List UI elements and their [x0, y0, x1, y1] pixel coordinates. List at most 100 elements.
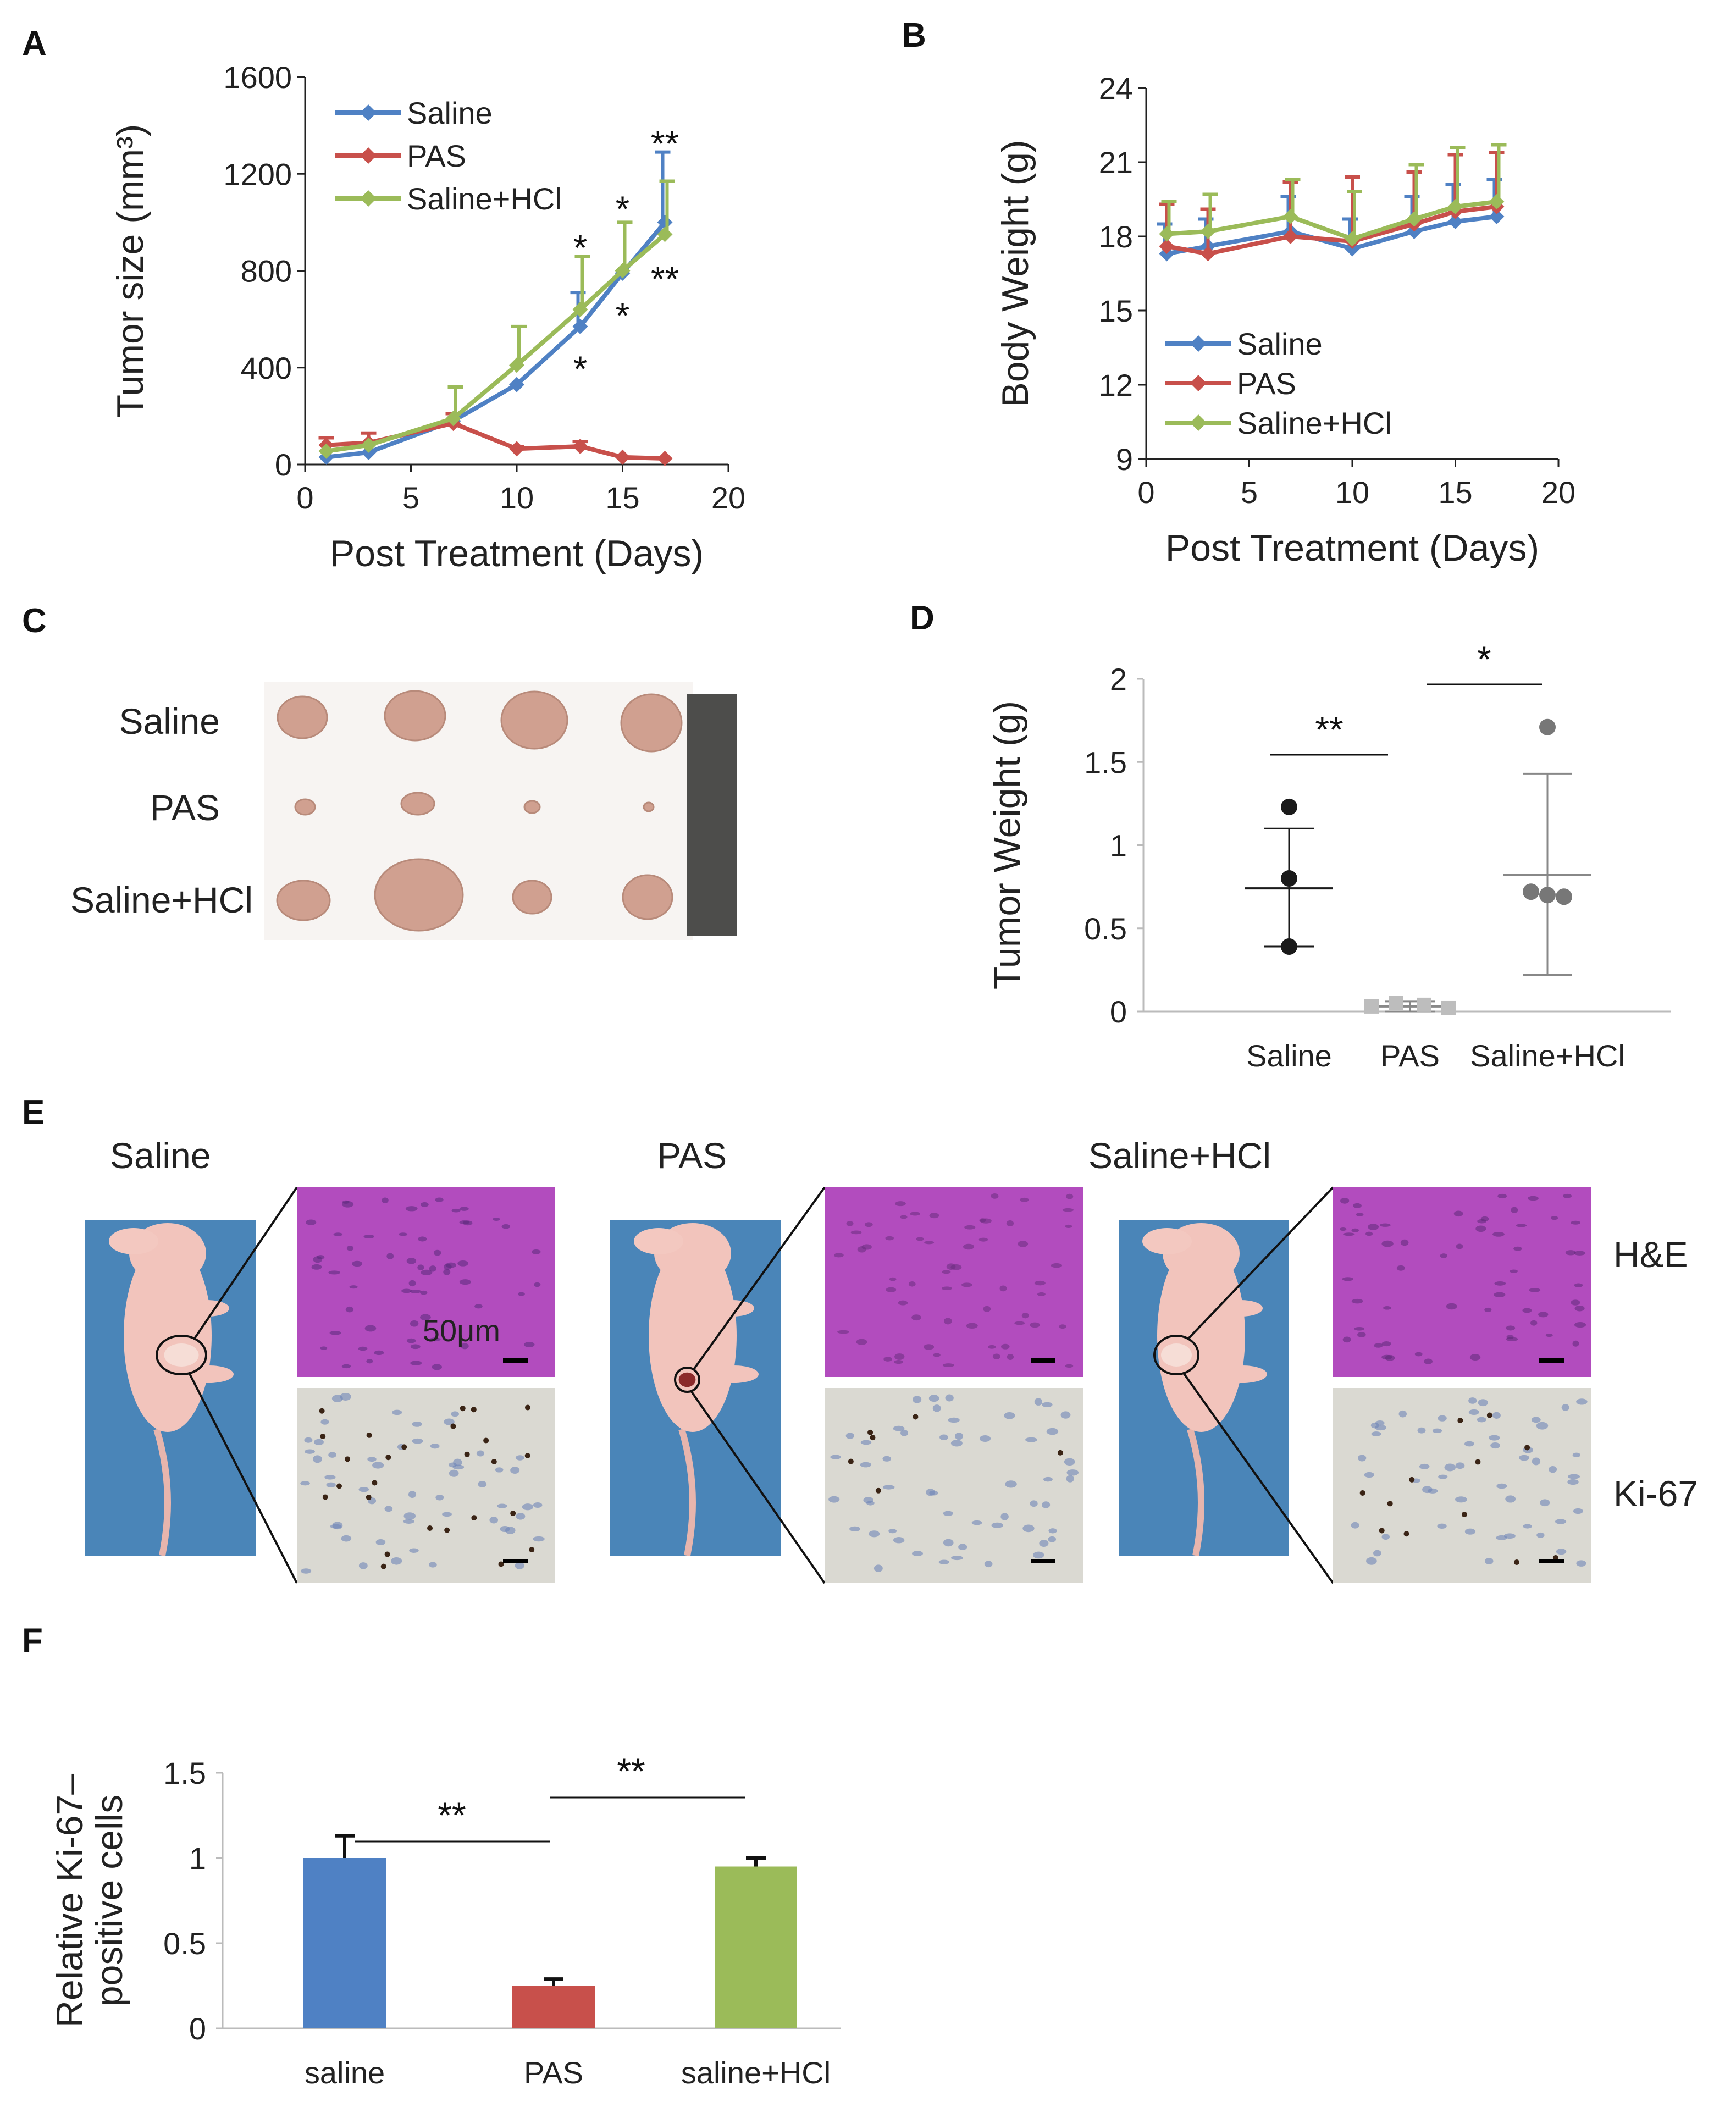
- row-label-he: H&E: [1613, 1234, 1688, 1275]
- ki67-nucleus: [300, 1481, 310, 1486]
- ki67-nucleus: [452, 1464, 465, 1470]
- he-nucleus: [1014, 1321, 1025, 1325]
- ki67-nucleus: [449, 1469, 459, 1477]
- ki67-nucleus: [384, 1506, 393, 1512]
- ki67-positive-cell: [875, 1487, 881, 1494]
- y-tick-label: 0: [1110, 994, 1127, 1029]
- ki67-nucleus: [951, 1556, 963, 1561]
- ki67-nucleus: [849, 1526, 861, 1532]
- he-nucleus: [1494, 1292, 1506, 1297]
- ki67-nucleus: [301, 1568, 312, 1574]
- ki67-nucleus: [331, 1395, 343, 1402]
- he-nucleus: [1477, 1219, 1487, 1224]
- ki67-nucleus: [979, 1435, 991, 1442]
- legend-marker: [1190, 335, 1207, 352]
- he-nucleus: [1453, 1210, 1463, 1217]
- ki67-positive-cell: [319, 1408, 325, 1414]
- ki67-nucleus: [375, 1539, 386, 1546]
- he-nucleus: [895, 1201, 906, 1207]
- x-tick-label: 20: [1541, 475, 1575, 510]
- ki67-nucleus: [1531, 1417, 1541, 1423]
- zoom-line: [689, 1390, 826, 1584]
- he-nucleus: [846, 1221, 854, 1226]
- ki67-positive-cell: [471, 1407, 477, 1413]
- series-saline-hcl: [1159, 143, 1507, 247]
- he-nucleus: [333, 1232, 343, 1236]
- significance-marker: *: [1477, 639, 1491, 679]
- ki67-nucleus: [1042, 1402, 1053, 1407]
- ki67-nucleus: [1568, 1474, 1580, 1479]
- ki67-nucleus: [1060, 1411, 1071, 1419]
- panel-e-label-saline-hcl: Saline+HCl: [1088, 1135, 1271, 1176]
- y-axis-title: Tumor size (mm³): [109, 124, 151, 418]
- he-nucleus: [916, 1237, 924, 1241]
- ki67-positive-cell: [1514, 1559, 1520, 1566]
- he-nucleus: [988, 1345, 996, 1349]
- he-nucleus: [1562, 1193, 1572, 1198]
- ki67-nucleus: [515, 1455, 524, 1461]
- tumor-site: [164, 1343, 199, 1367]
- ki67-nucleus: [1005, 1480, 1017, 1488]
- ki67-nucleus: [1358, 1455, 1367, 1462]
- group-saline-hcl: [1503, 718, 1591, 976]
- y-axis-title: Tumor Weight (g): [986, 701, 1028, 989]
- he-nucleus: [1574, 1305, 1585, 1312]
- ki67-nucleus: [943, 1511, 953, 1516]
- tumor-site: [1161, 1343, 1192, 1367]
- y-tick-label: 15: [1099, 294, 1133, 328]
- ki67-nucleus: [412, 1421, 422, 1427]
- he-nucleus: [420, 1290, 428, 1295]
- ki67-positive-cell: [380, 1563, 386, 1569]
- ki67-positive-cell: [450, 1423, 456, 1429]
- histology-group-3: [1119, 1186, 1591, 1584]
- he-nucleus: [1551, 1216, 1558, 1220]
- y-tick-label: 0.5: [1084, 911, 1127, 946]
- ki67-nucleus: [1032, 1551, 1044, 1559]
- mouse-body: [649, 1240, 737, 1432]
- series-saline-hcl: [318, 179, 675, 459]
- ki67-nucleus: [1485, 1558, 1494, 1564]
- he-nucleus: [1475, 1225, 1486, 1232]
- ki67-nucleus: [516, 1513, 526, 1520]
- he-nucleus: [363, 1235, 374, 1238]
- bar: [512, 1986, 595, 2028]
- he-nucleus: [1383, 1306, 1391, 1310]
- category-label: PAS: [1380, 1038, 1440, 1073]
- he-nucleus: [1538, 1312, 1549, 1318]
- ki67-nucleus: [1432, 1428, 1442, 1434]
- he-nucleus: [1440, 1253, 1447, 1258]
- significance-marker: **: [651, 123, 679, 164]
- he-nucleus: [342, 1200, 350, 1204]
- significance-marker: **: [1315, 709, 1343, 750]
- he-nucleus: [1062, 1208, 1074, 1212]
- mouse-tail: [153, 1428, 171, 1557]
- he-stain-image: [297, 1187, 555, 1377]
- ki67-nucleus: [313, 1439, 324, 1446]
- ki67-nucleus: [1478, 1399, 1488, 1407]
- tumor-saline-2: [384, 690, 446, 742]
- row-label-ki67: Ki-67: [1613, 1473, 1698, 1514]
- he-nucleus: [311, 1264, 322, 1270]
- x-tick-label: 15: [1438, 475, 1472, 510]
- ki67-nucleus: [1364, 1472, 1374, 1478]
- he-nucleus: [943, 1318, 952, 1325]
- ki67-nucleus: [358, 1486, 369, 1492]
- ki67-nucleus: [888, 1529, 897, 1534]
- category-label: Saline: [1246, 1038, 1332, 1073]
- scale-bar-label: 50μm: [423, 1313, 500, 1348]
- tumor-saline-3: [500, 690, 568, 750]
- he-nucleus: [429, 1265, 436, 1272]
- ki67-nucleus: [1004, 1412, 1015, 1419]
- he-nucleus: [410, 1361, 422, 1365]
- ki67-nucleus: [392, 1409, 402, 1415]
- he-nucleus: [1571, 1299, 1580, 1306]
- x-tick-label: 10: [1335, 475, 1369, 510]
- he-nucleus: [459, 1279, 471, 1285]
- ki67-nucleus: [495, 1467, 504, 1473]
- ki67-positive-cell: [471, 1515, 477, 1521]
- panel-label-f: F: [22, 1622, 43, 1660]
- he-nucleus: [401, 1288, 412, 1293]
- ki67-positive-cell: [1409, 1476, 1415, 1483]
- legend-label: Saline: [407, 96, 493, 130]
